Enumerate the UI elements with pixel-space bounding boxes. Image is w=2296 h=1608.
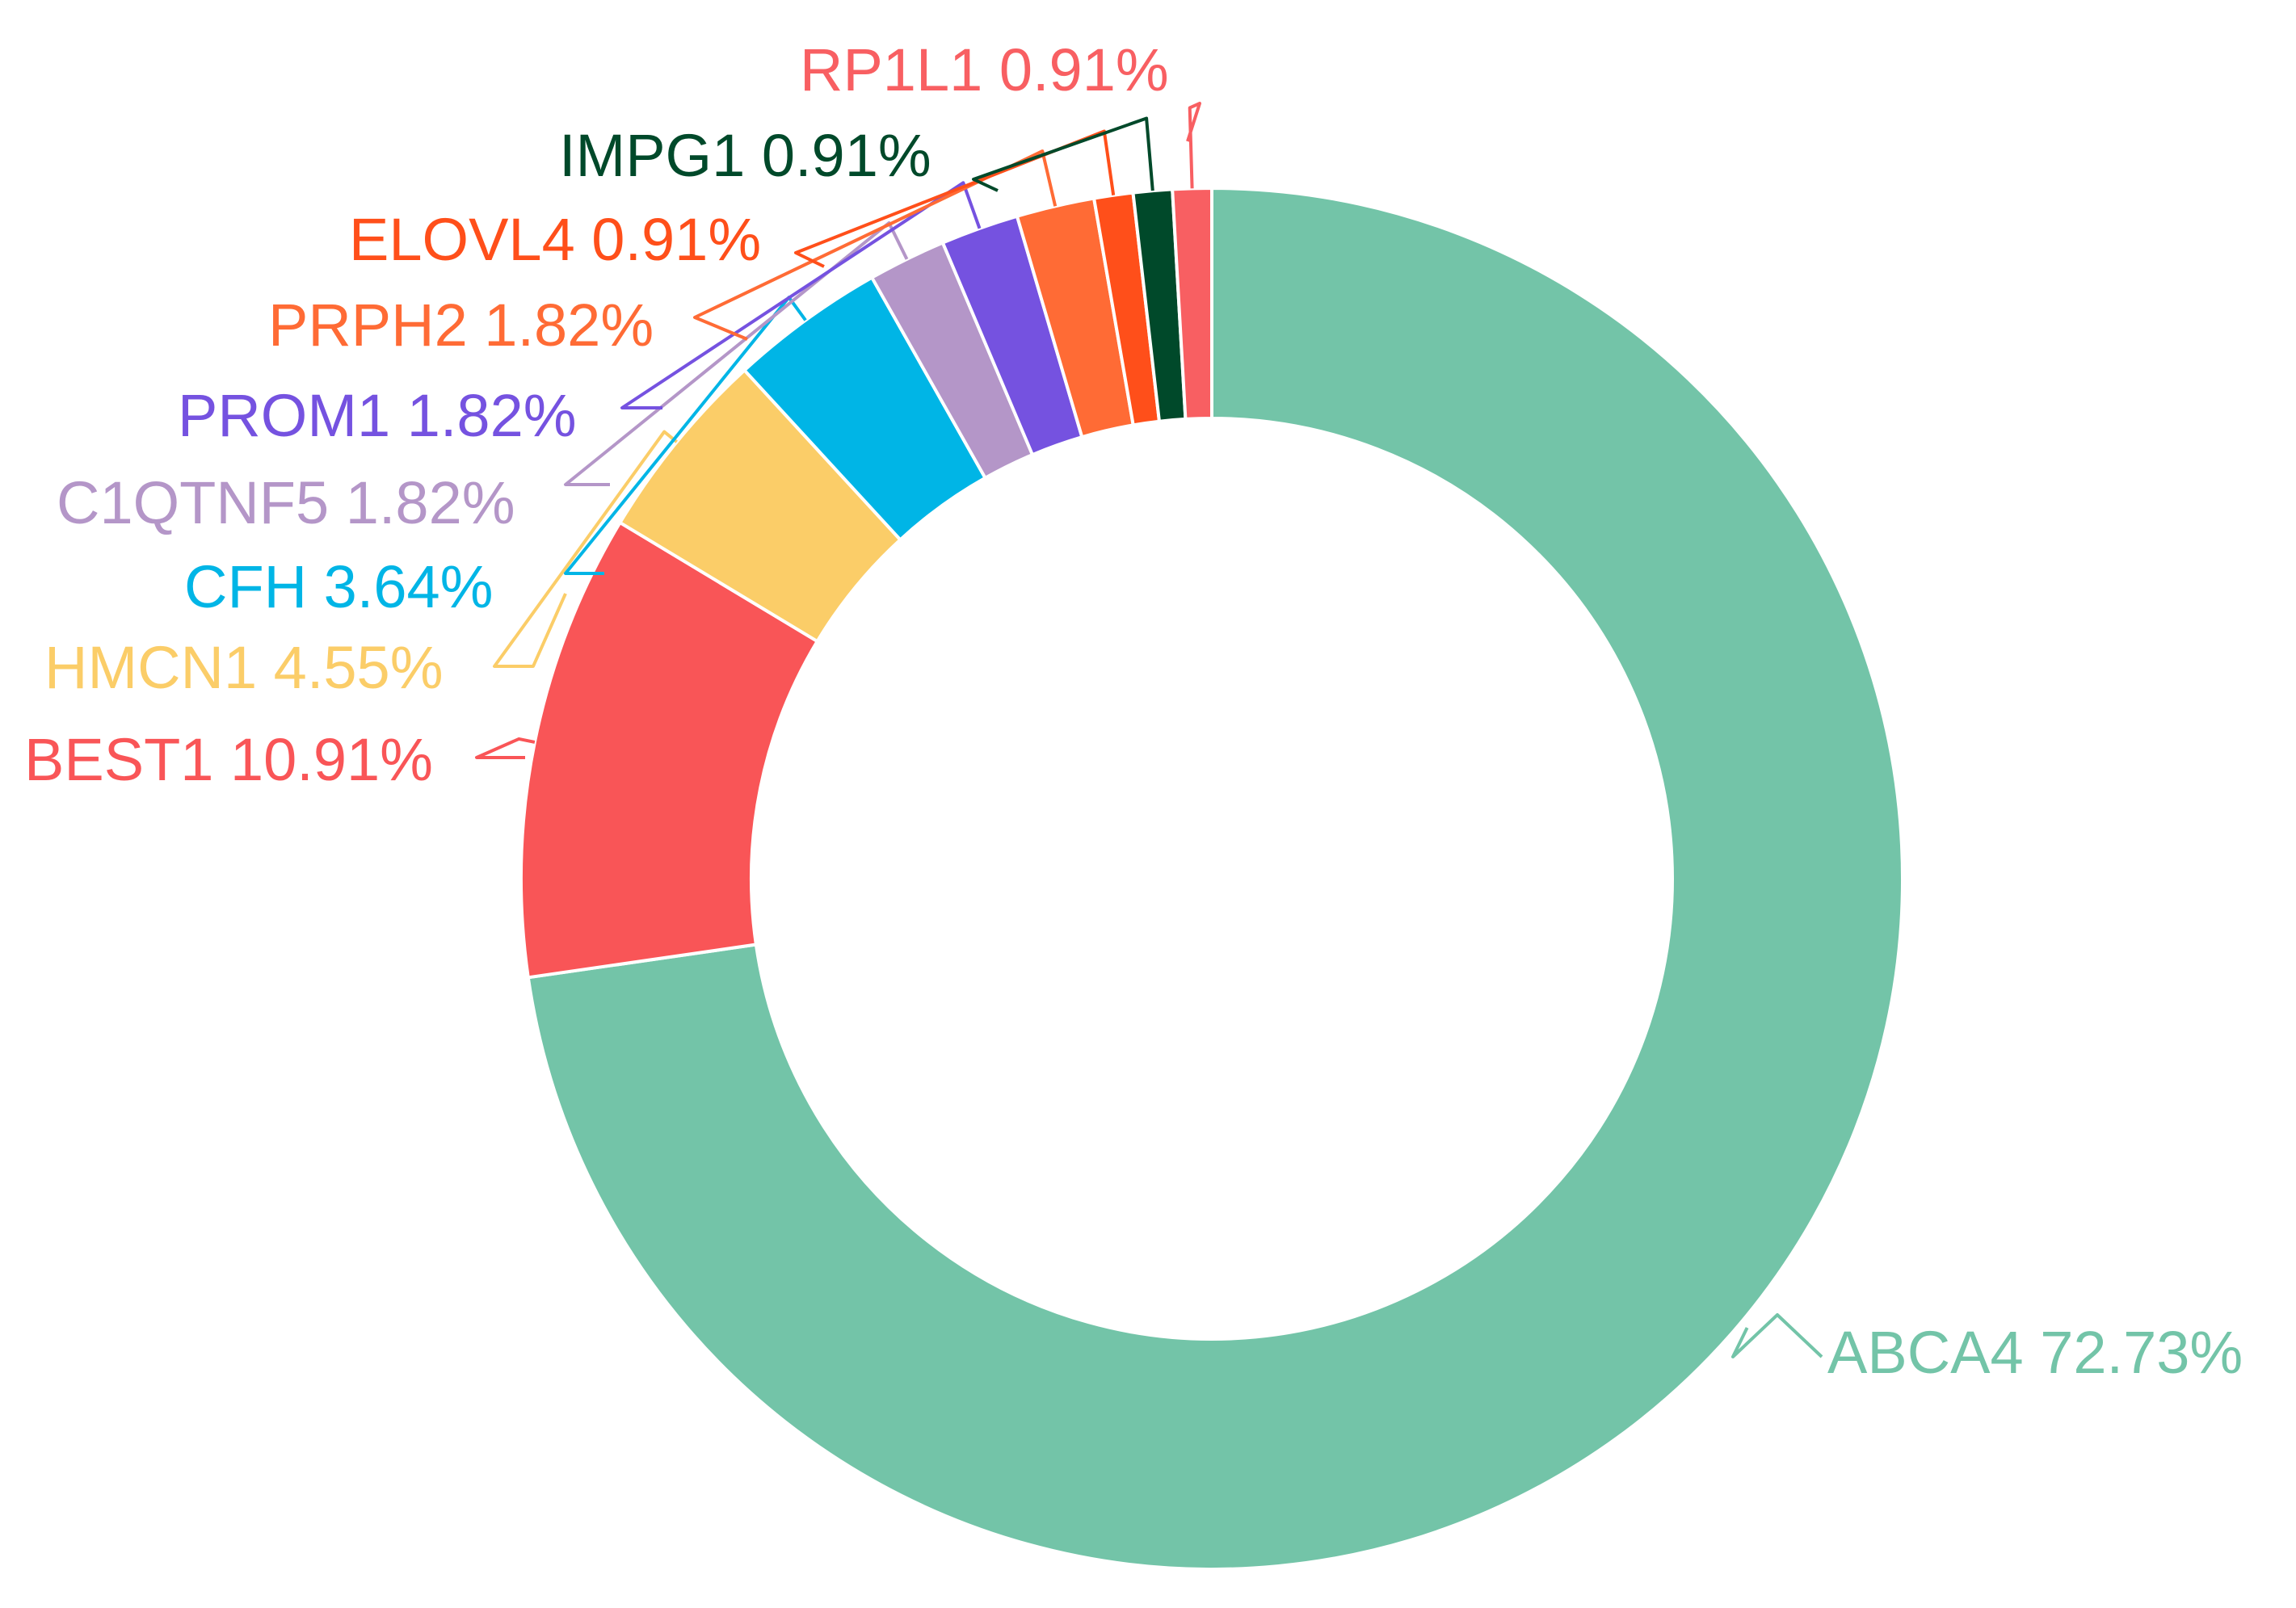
label-prom1: PROM1 1.82% xyxy=(178,382,577,449)
leader-prom1 xyxy=(620,181,982,409)
leader-cfh xyxy=(564,296,807,575)
label-abca4: ABCA4 72.73% xyxy=(1827,1319,2243,1386)
label-impg1: IMPG1 0.91% xyxy=(559,122,931,189)
slice-rp1l1 xyxy=(1171,187,1213,421)
label-hmcn1: HMCN1 4.55% xyxy=(44,634,444,701)
label-elovl4: ELOVL4 0.91% xyxy=(349,206,761,273)
leader-impg1 xyxy=(972,116,1154,192)
leader-best1 xyxy=(475,737,536,759)
slice-best1 xyxy=(519,521,819,980)
leader-prph2 xyxy=(693,149,1058,341)
leader-elovl4 xyxy=(794,129,1116,268)
leaders-layer xyxy=(475,102,1823,1358)
slices-layer xyxy=(519,187,1904,1571)
leader-c1qtnf5 xyxy=(564,221,909,486)
label-best1: BEST1 10.91% xyxy=(24,726,433,793)
leader-rp1l1 xyxy=(1186,102,1201,189)
label-prph2: PRPH2 1.82% xyxy=(268,292,654,359)
labels-layer: ABCA4 72.73% BEST1 10.91% HMCN1 4.55% CFH 3… xyxy=(24,36,2243,1386)
leader-abca4 xyxy=(1731,1313,1823,1358)
label-c1qtnf5: C1QTNF5 1.82% xyxy=(57,469,515,536)
label-cfh: CFH 3.64% xyxy=(184,553,493,620)
leader-hmcn1 xyxy=(493,430,678,668)
slice-abca4 xyxy=(526,187,1904,1571)
label-rp1l1: RP1L1 0.91% xyxy=(800,36,1169,103)
